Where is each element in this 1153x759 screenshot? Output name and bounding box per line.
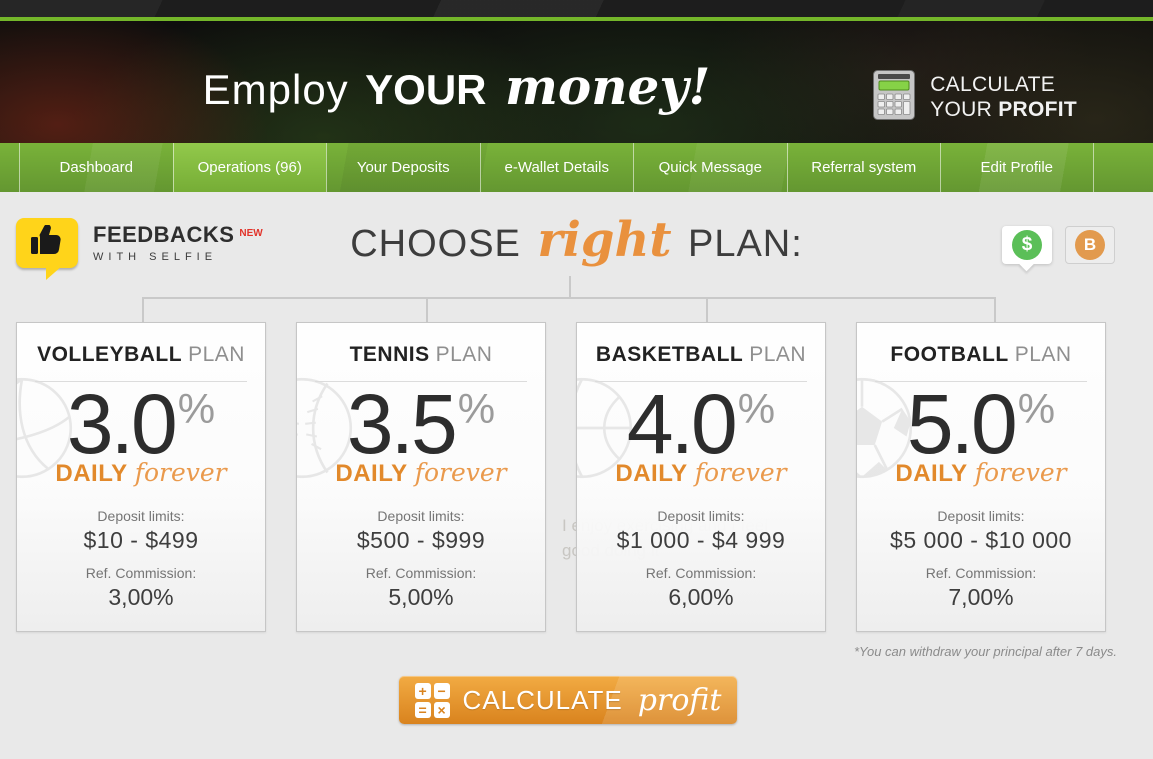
dollar-icon: $ [1012, 230, 1042, 260]
speech-bubble [16, 218, 78, 280]
plan-rate: 4.0% [626, 377, 776, 471]
top-strip [0, 0, 1153, 17]
thumbs-up-icon [29, 223, 65, 262]
promo-line1: CALCULATE [930, 73, 1056, 97]
bitcoin-currency-button[interactable]: B [1065, 226, 1115, 264]
basketball-icon [577, 375, 635, 481]
hero-banner: Employ YOUR money! [0, 21, 1153, 143]
plan-card-volleyball: VOLLEYBALL PLAN 3.0% DAILY forever Deposit… [16, 322, 266, 632]
currency-toggle: $ B [1002, 226, 1115, 264]
plan-rate: 3.5% [346, 377, 496, 471]
deposit-limits-label: Deposit limits: [937, 507, 1025, 524]
calculate-profit-promo[interactable]: CALCULATE YOUR PROFIT [872, 69, 1077, 126]
plan-title: FOOTBALL PLAN [890, 343, 1072, 366]
plan-rate: 3.0% [66, 377, 216, 471]
content-area: FEEDBACKS NEW WITH SELFIE CHOOSE right PL… [0, 192, 1153, 759]
nav-item-operations[interactable]: Operations (96) [172, 143, 326, 192]
connector-line [142, 297, 144, 323]
nav-item-your-deposits[interactable]: Your Deposits [326, 143, 480, 192]
plan-title: BASKETBALL PLAN [595, 343, 807, 366]
new-badge: NEW [239, 227, 263, 239]
plan-cards: VOLLEYBALL PLAN 3.0% DAILY forever Deposit… [16, 322, 1106, 632]
plan-frequency: DAILY forever [55, 457, 227, 487]
ref-commission-value: 5,00% [388, 583, 454, 610]
nav-item-edit-profile[interactable]: Edit Profile [940, 143, 1094, 192]
plan-card-football: FOOTBALL PLAN 5.0% DAILY forever Deposit l… [856, 322, 1106, 632]
multiply-icon: × [433, 701, 450, 718]
hero-title: Employ YOUR money! [0, 57, 913, 116]
deposit-limits-value: $500 - $999 [356, 526, 486, 553]
hero-title-part3: money! [504, 57, 711, 116]
deposit-limits-value: $5 000 - $10 000 [890, 526, 1072, 553]
ref-commission-label: Ref. Commission: [645, 564, 757, 581]
volleyball-icon [17, 375, 75, 481]
nav-item-ewallet-details[interactable]: e-Wallet Details [479, 143, 634, 192]
heading-part2: right [537, 212, 672, 268]
button-sheen [399, 676, 737, 724]
feedbacks-banner[interactable]: FEEDBACKS NEW WITH SELFIE [16, 218, 263, 280]
divider [595, 381, 807, 382]
promo-text: CALCULATE YOUR PROFIT [930, 73, 1077, 121]
hero-title-part1: Employ [202, 66, 349, 113]
equals-icon: = [414, 701, 431, 718]
nav-item-referral-system[interactable]: Referral system [786, 143, 941, 192]
plan-title: VOLLEYBALL PLAN [37, 343, 245, 366]
divider [35, 381, 247, 382]
soccer-ball-icon [857, 375, 915, 481]
heading-part3: PLAN: [687, 223, 803, 265]
main-navigation: Dashboard Operations (96) Your Deposits … [0, 143, 1153, 192]
promo-line2: YOUR PROFIT [930, 97, 1077, 121]
feedbacks-title: FEEDBACKS [93, 222, 235, 247]
ref-commission-value: 6,00% [668, 583, 734, 610]
dollar-currency-button[interactable]: $ [1002, 226, 1052, 264]
nav-item-quick-message[interactable]: Quick Message [633, 143, 787, 192]
minus-icon: − [433, 682, 450, 699]
plus-icon: + [414, 682, 431, 699]
plan-card-basketball: BASKETBALL PLAN 4.0% DAILY forever Deposit… [576, 322, 826, 632]
ref-commission-label: Ref. Commission: [85, 564, 197, 581]
connector-line [426, 297, 428, 323]
deposit-limits-label: Deposit limits: [377, 507, 465, 524]
deposit-limits-value: $10 - $499 [83, 526, 199, 553]
plan-frequency: DAILY forever [895, 457, 1067, 487]
hero-title-part2: YOUR [365, 66, 487, 113]
withdraw-footnote: *You can withdraw your principal after 7… [853, 644, 1117, 659]
plan-frequency: DAILY forever [335, 457, 507, 487]
calculate-profit-button[interactable]: + − = × CALCULATE profit [399, 676, 737, 724]
heading-part1: CHOOSE [350, 223, 521, 265]
plan-frequency: DAILY forever [615, 457, 787, 487]
ref-commission-label: Ref. Commission: [925, 564, 1037, 581]
plan-card-tennis: TENNIS PLAN 3.5% DAILY forever Deposit lim… [296, 322, 546, 632]
divider [315, 381, 527, 382]
deposit-limits-label: Deposit limits: [97, 507, 185, 524]
calculate-button-label: CALCULATE [462, 684, 623, 715]
connector-line [142, 297, 996, 299]
calculate-button-script-label: profit [637, 682, 722, 718]
ref-commission-label: Ref. Commission: [365, 564, 477, 581]
connector-line [994, 297, 996, 323]
accent-line [0, 17, 1153, 21]
bitcoin-icon: B [1075, 230, 1105, 260]
ref-commission-value: 7,00% [948, 583, 1014, 610]
page-title: CHOOSE right PLAN: [0, 212, 1153, 268]
feedbacks-subtitle: WITH SELFIE [93, 251, 218, 263]
plan-rate: 5.0% [906, 377, 1056, 471]
connector-line [569, 276, 571, 297]
plan-title: TENNIS PLAN [349, 343, 493, 366]
deposit-limits-label: Deposit limits: [657, 507, 745, 524]
calculator-grid-icon: + − = × [414, 682, 450, 718]
nav-item-dashboard[interactable]: Dashboard [19, 143, 173, 192]
connector-line [706, 297, 708, 323]
calculator-icon [872, 69, 916, 126]
deposit-limits-value: $1 000 - $4 999 [616, 526, 786, 553]
tennis-ball-icon [297, 375, 355, 481]
ref-commission-value: 3,00% [108, 583, 174, 610]
feedbacks-text: FEEDBACKS NEW WITH SELFIE [93, 218, 263, 263]
divider [875, 381, 1087, 382]
